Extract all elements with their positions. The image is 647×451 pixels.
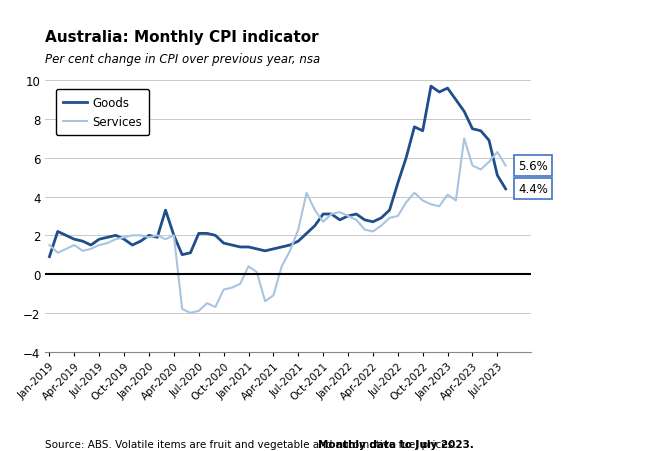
Line: Services: Services <box>49 139 506 313</box>
Legend: Goods, Services: Goods, Services <box>56 90 149 136</box>
Goods <box>45 254 53 260</box>
Text: Per cent change in CPI over previous year, nsa: Per cent change in CPI over previous yea… <box>45 53 320 66</box>
Text: 4.4%: 4.4% <box>518 183 548 196</box>
Goods <box>502 187 510 192</box>
Text: Source: ABS. Volatile items are fruit and vegetable and automotive fuel prices.: Source: ABS. Volatile items are fruit an… <box>45 439 463 449</box>
Text: 5.6%: 5.6% <box>518 160 548 173</box>
Goods <box>344 214 352 219</box>
Text: Monthly data to July 2023.: Monthly data to July 2023. <box>318 439 474 449</box>
Services <box>186 310 194 316</box>
Services <box>54 250 61 256</box>
Services <box>336 210 344 215</box>
Goods <box>303 231 311 237</box>
Goods <box>427 84 435 90</box>
Line: Goods: Goods <box>49 87 506 257</box>
Services <box>220 287 228 293</box>
Services <box>402 200 410 206</box>
Text: Source: ABS. Volatile items are fruit and vegetable and automotive fuel prices. : Source: ABS. Volatile items are fruit an… <box>45 439 600 449</box>
Services <box>353 218 360 223</box>
Services <box>460 137 468 142</box>
Services <box>311 208 319 213</box>
Services <box>502 164 510 169</box>
Goods <box>212 233 219 239</box>
Goods <box>327 212 335 217</box>
Services <box>45 243 53 248</box>
Goods <box>394 181 402 186</box>
Goods <box>54 229 61 235</box>
Text: Australia: Monthly CPI indicator: Australia: Monthly CPI indicator <box>45 30 319 46</box>
